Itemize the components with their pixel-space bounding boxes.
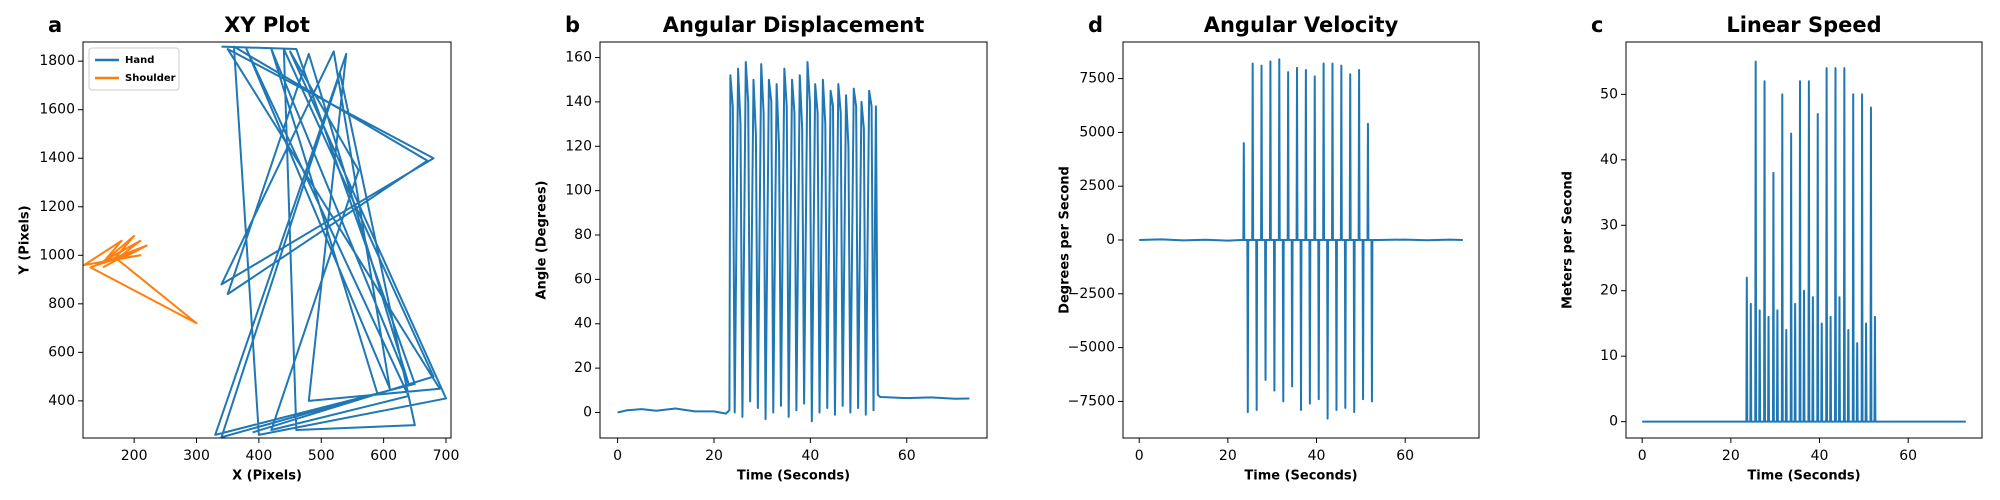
y-tick-label: 1600 — [39, 102, 75, 118]
x-tick-label: 40 — [1308, 448, 1326, 464]
x-tick-label: 700 — [433, 448, 460, 464]
y-tick-label: 20 — [574, 360, 592, 376]
chart-title: XY Plot — [224, 13, 310, 37]
y-tick-label: 30 — [1600, 217, 1618, 233]
x-tick-label: 20 — [705, 448, 723, 464]
y-tick-label: 20 — [1600, 283, 1618, 299]
panel-label: d — [1088, 13, 1103, 37]
y-tick-label: 1200 — [39, 199, 75, 215]
x-tick-label: 300 — [183, 448, 210, 464]
y-tick-label: 40 — [1600, 152, 1618, 168]
axes-frame — [1625, 41, 1983, 439]
y-tick-label: 10 — [1600, 348, 1618, 364]
series-line — [83, 234, 198, 325]
y-tick-label: 140 — [565, 94, 592, 110]
axes-frame — [82, 41, 452, 439]
y-tick-label: 0 — [1106, 232, 1115, 248]
y-tick-label: 100 — [565, 183, 592, 199]
x-tick-label: 60 — [1899, 448, 1917, 464]
x-tick-label: 20 — [1722, 448, 1740, 464]
y-tick-label: 80 — [574, 227, 592, 243]
y-tick-label: −7500 — [1068, 393, 1115, 409]
x-axis-label: Time (Seconds) — [1747, 469, 1860, 484]
x-tick-label: 400 — [246, 448, 273, 464]
y-tick-label: 800 — [48, 296, 75, 312]
legend-label: Hand — [125, 55, 154, 66]
series-line — [1642, 60, 1966, 423]
y-tick-label: 120 — [565, 138, 592, 154]
legend-box — [88, 47, 180, 91]
x-tick-label: 40 — [1811, 448, 1829, 464]
x-tick-label: 0 — [1135, 448, 1144, 464]
panel-label: c — [1591, 13, 1603, 37]
axes-frame — [1122, 41, 1480, 439]
y-tick-label: 1400 — [39, 150, 75, 166]
x-axis-label: Time (Seconds) — [737, 469, 850, 484]
y-tick-label: 1800 — [39, 53, 75, 69]
series-line — [1139, 58, 1463, 420]
x-tick-label: 0 — [1638, 448, 1647, 464]
panel-label: b — [565, 13, 580, 37]
y-tick-label: 60 — [574, 271, 592, 287]
x-tick-label: 40 — [801, 448, 819, 464]
y-tick-label: 400 — [48, 393, 75, 409]
x-axis-label: Time (Seconds) — [1244, 469, 1357, 484]
chart-title: Linear Speed — [1726, 13, 1881, 37]
y-tick-label: 600 — [48, 344, 75, 360]
x-tick-label: 0 — [613, 448, 622, 464]
y-tick-label: 5000 — [1079, 124, 1115, 140]
y-tick-label: 1000 — [39, 247, 75, 263]
y-tick-label: −2500 — [1068, 286, 1115, 302]
x-axis-label: X (Pixels) — [232, 469, 302, 484]
y-tick-label: 0 — [583, 404, 592, 420]
chart-title: Angular Velocity — [1204, 13, 1399, 37]
chart-title: Angular Displacement — [663, 13, 925, 37]
y-tick-label: 7500 — [1079, 71, 1115, 87]
x-tick-label: 60 — [1396, 448, 1414, 464]
series-line — [617, 60, 970, 423]
y-tick-label: 0 — [1609, 414, 1618, 430]
y-axis-label: Angle (Degrees) — [535, 181, 550, 300]
x-tick-label: 600 — [370, 448, 397, 464]
axes-frame — [599, 41, 988, 439]
legend-label: Shoulder — [125, 73, 176, 84]
y-tick-label: 2500 — [1079, 178, 1115, 194]
series-line — [214, 45, 448, 438]
x-tick-label: 500 — [308, 448, 335, 464]
y-axis-label: Y (Pixels) — [18, 205, 33, 275]
x-tick-label: 20 — [1219, 448, 1237, 464]
y-tick-label: 50 — [1600, 86, 1618, 102]
y-tick-label: 40 — [574, 316, 592, 332]
y-tick-label: −5000 — [1068, 340, 1115, 356]
x-tick-label: 60 — [898, 448, 916, 464]
y-axis-label: Meters per Second — [1561, 171, 1576, 309]
y-tick-label: 160 — [565, 50, 592, 66]
y-axis-label: Degrees per Second — [1058, 166, 1073, 314]
panel-label: a — [48, 13, 62, 37]
x-tick-label: 200 — [121, 448, 148, 464]
